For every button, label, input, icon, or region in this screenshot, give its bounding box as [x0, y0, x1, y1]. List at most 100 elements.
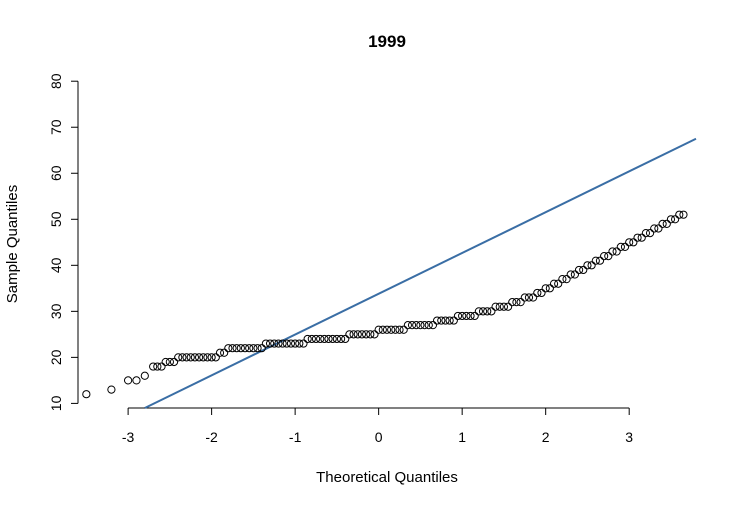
data-point	[245, 344, 254, 353]
data-point	[203, 353, 212, 362]
data-point	[399, 325, 408, 334]
data-point	[529, 293, 538, 302]
data-point	[107, 385, 116, 394]
data-point	[520, 293, 529, 302]
data-point	[311, 334, 321, 344]
data-point	[194, 353, 204, 362]
data-point	[253, 344, 262, 353]
x-tick-label: 0	[375, 429, 383, 445]
data-point	[487, 307, 496, 316]
data-point	[658, 219, 667, 228]
data-point	[574, 265, 584, 275]
data-point	[228, 344, 237, 353]
data-point	[395, 325, 404, 334]
y-tick-label: 50	[48, 211, 64, 227]
data-point	[169, 357, 179, 367]
qq-reference-line	[144, 137, 697, 409]
data-point	[679, 210, 688, 219]
x-tick-label: 1	[458, 429, 466, 445]
data-point	[562, 275, 571, 284]
data-point	[174, 353, 183, 362]
reference-line-group	[144, 137, 697, 409]
data-point	[495, 302, 504, 311]
data-point	[433, 316, 442, 325]
data-point	[625, 238, 634, 247]
data-point	[274, 339, 283, 348]
data-point	[570, 270, 580, 279]
data-point	[645, 228, 655, 238]
data-point	[449, 316, 458, 325]
data-point	[604, 252, 613, 261]
data-point	[374, 325, 383, 334]
data-point	[516, 298, 525, 307]
data-point	[224, 344, 233, 353]
data-point	[671, 215, 680, 224]
data-point	[616, 242, 625, 252]
y-tick-label: 60	[48, 165, 64, 181]
data-point	[462, 311, 471, 321]
data-point	[666, 215, 676, 224]
data-point	[261, 339, 271, 348]
data-point	[533, 288, 542, 298]
data-point	[341, 334, 350, 344]
data-point	[211, 353, 220, 362]
data-point	[378, 325, 387, 334]
data-point	[549, 279, 559, 288]
y-tick-label: 30	[48, 303, 64, 319]
data-point	[524, 293, 534, 302]
data-point	[132, 376, 141, 385]
data-point	[391, 325, 400, 334]
data-point	[654, 224, 663, 233]
y-tick-label: 40	[48, 257, 64, 273]
data-point	[215, 348, 225, 357]
data-point	[499, 302, 509, 311]
x-axis: -3 -2 -1 0 1 2 3	[122, 407, 633, 445]
data-point	[629, 238, 638, 247]
data-point	[140, 371, 149, 380]
x-axis-label: Theoretical Quantiles	[316, 469, 458, 486]
data-point	[232, 344, 241, 353]
data-point	[503, 302, 513, 311]
data-point	[470, 311, 479, 321]
data-point	[382, 325, 392, 334]
data-point	[583, 261, 592, 270]
data-point	[349, 330, 358, 339]
data-point	[186, 353, 195, 362]
data-point	[307, 334, 316, 344]
points-group	[82, 210, 688, 399]
y-tick-label: 20	[48, 349, 64, 365]
data-point	[161, 357, 170, 367]
x-tick-label: 2	[542, 429, 550, 445]
data-point	[491, 302, 500, 311]
data-point	[595, 256, 605, 265]
y-tick-label: 80	[48, 73, 64, 89]
data-point	[357, 330, 367, 339]
data-point	[545, 284, 554, 293]
data-point	[124, 376, 133, 385]
data-point	[478, 307, 488, 316]
data-point	[270, 339, 279, 348]
data-point	[190, 353, 200, 362]
data-point	[324, 334, 333, 344]
data-point	[403, 321, 412, 330]
data-point	[637, 233, 646, 242]
data-point	[587, 261, 596, 270]
data-point	[328, 334, 337, 344]
data-point	[249, 344, 258, 353]
data-point	[299, 339, 308, 348]
data-point	[424, 321, 433, 330]
x-tick-label: 3	[625, 429, 633, 445]
data-point	[278, 339, 287, 348]
y-axis-label: Sample Quantiles	[4, 185, 21, 303]
data-point	[541, 284, 550, 293]
data-point	[416, 321, 425, 330]
data-point	[483, 307, 492, 316]
data-point	[566, 270, 575, 279]
data-point	[153, 362, 162, 371]
data-point	[207, 353, 216, 362]
data-point	[558, 275, 567, 284]
data-point	[441, 316, 450, 325]
data-point	[199, 353, 208, 362]
data-point	[554, 279, 563, 288]
